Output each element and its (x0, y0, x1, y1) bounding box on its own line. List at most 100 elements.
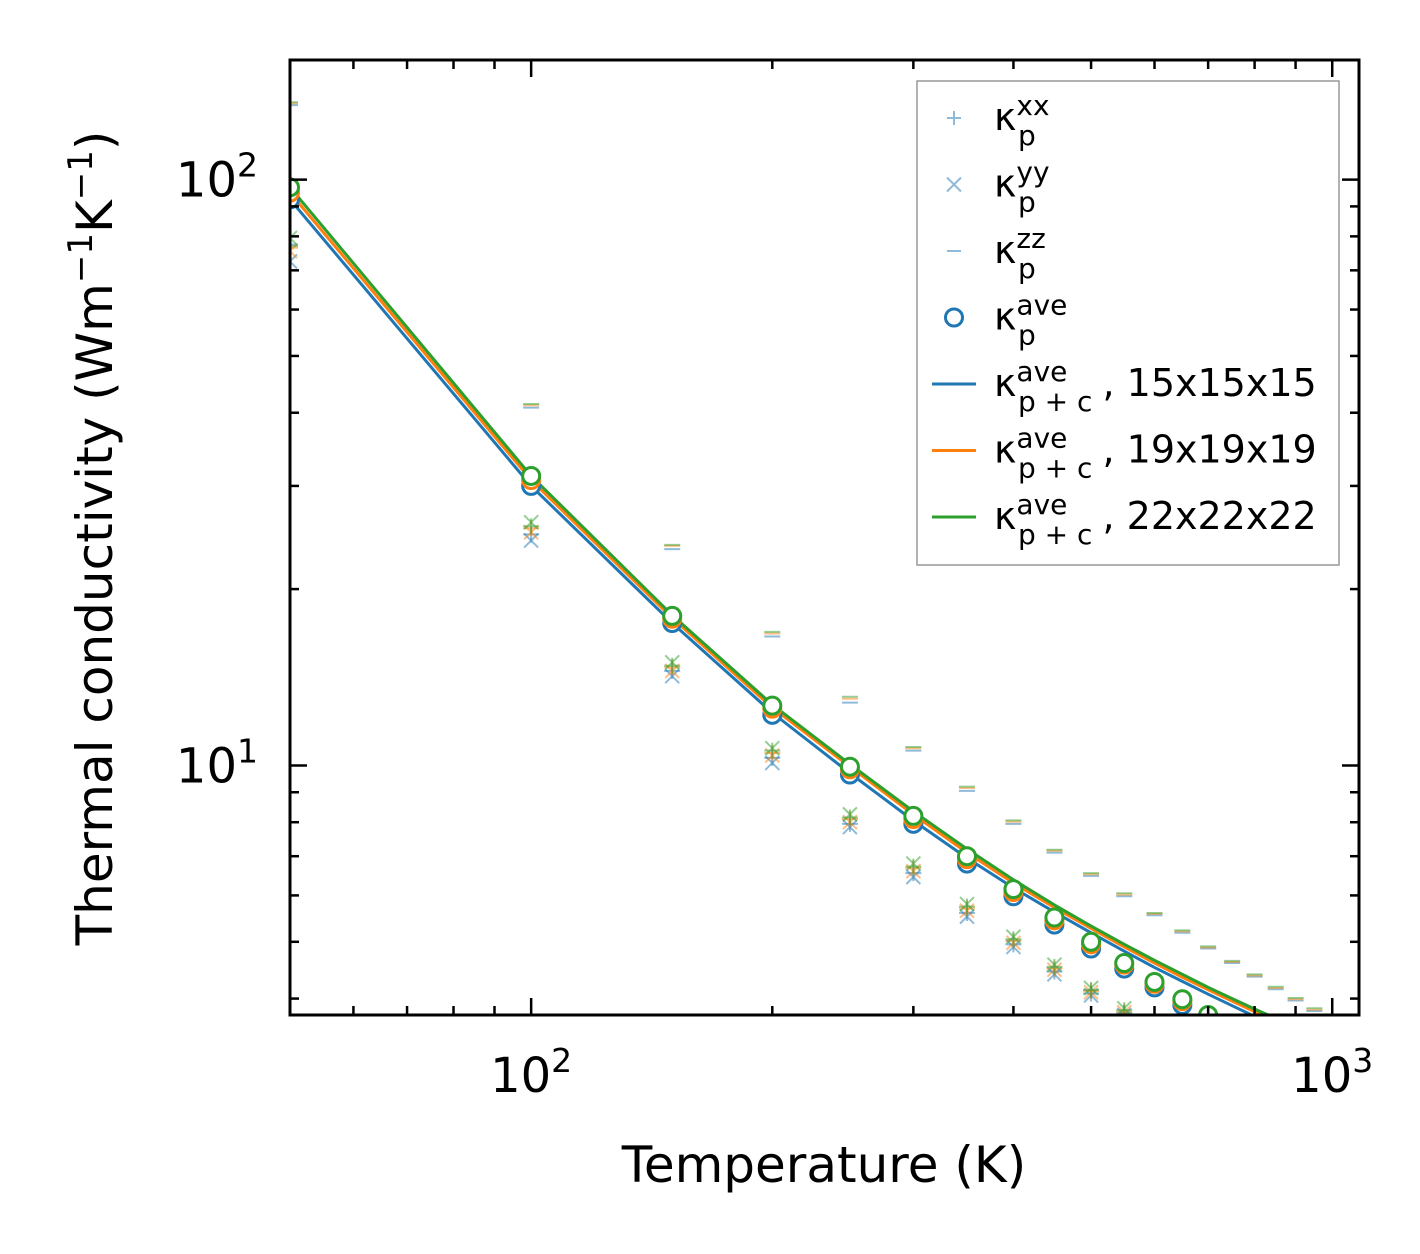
legend-entry: κave p + c , 19x19x19 (932, 422, 1317, 485)
legend-cross-marker (946, 176, 962, 193)
kyy-point (905, 869, 922, 885)
legend-symbol-kappa: κ (994, 428, 1016, 472)
legend-label: κave p + c , 22x22x22 (994, 488, 1317, 551)
kave-point (839, 756, 860, 777)
y-axis-label-sup2: −1 (61, 150, 101, 200)
legend-symbol-kappa: κ (994, 95, 1016, 139)
series-22x22x22-components (290, 101, 1323, 1015)
kave-point (1172, 989, 1193, 1010)
legend-circle-marker (944, 307, 964, 328)
kpc-line-15x15x15 (290, 198, 1256, 1015)
legend-label: κxx p (994, 89, 1050, 152)
legend-subscript: p + c (1018, 518, 1092, 551)
kyy-point (1046, 956, 1063, 973)
y-axis-label-end: ) (66, 131, 124, 151)
kyy-point (764, 755, 781, 771)
kave-point (521, 465, 542, 486)
legend-symbol-kappa: κ (994, 361, 1016, 405)
kxx-point (1116, 1002, 1133, 1015)
y-tick-label-exponent: 2 (237, 146, 258, 185)
kave-point (903, 805, 924, 826)
y-tick-label: 101 (176, 731, 258, 794)
x-tick-label-exponent: 3 (1352, 1041, 1373, 1080)
legend-suffix: , 15x15x15 (1103, 361, 1317, 405)
legend-symbol-kappa: κ (994, 162, 1016, 206)
kxx-point (290, 238, 298, 255)
legend-entry: κzz p (947, 222, 1046, 285)
x-tick-label-base: 10 (1291, 1048, 1352, 1104)
legend-suffix: , 22x22x22 (1103, 494, 1317, 538)
legend-superscript: ave (1016, 289, 1067, 322)
y-tick-label-base: 10 (176, 153, 237, 209)
legend-superscript: ave (1016, 488, 1067, 521)
kave-point (662, 605, 683, 626)
legend-superscript: xx (1016, 89, 1049, 122)
kyy-point (1005, 929, 1022, 945)
kave-point (290, 177, 300, 198)
y-axis-label: Thermal conductivity (Wm−1K−1) (61, 131, 124, 947)
legend-entry: κave p + c , 15x15x15 (932, 355, 1317, 418)
kyy-point (764, 740, 781, 756)
kave-point (1114, 953, 1135, 974)
y-axis-label-sup1: −1 (61, 233, 101, 283)
x-tick-label-base: 10 (490, 1048, 551, 1104)
kxx-point (1046, 958, 1063, 975)
legend-subscript: p (1018, 319, 1036, 352)
legend-label: κzz p (994, 222, 1046, 285)
kyy-point (290, 230, 298, 246)
legend-label: κyy p (994, 156, 1050, 219)
y-axis-label-main: Thermal conductivity (Wm (66, 283, 124, 946)
legend-subscript: p + c (1018, 452, 1092, 485)
legend-superscript: yy (1016, 156, 1049, 189)
kyy-point (523, 514, 539, 531)
legend-subscript: p (1018, 252, 1036, 285)
legend-entry: κave p (944, 289, 1067, 352)
legend-label: κave p + c , 19x19x19 (994, 422, 1317, 485)
kyy-point (664, 654, 680, 670)
kyy-point (959, 908, 975, 925)
legend-entry: κyy p (946, 156, 1050, 219)
legend-superscript: zz (1016, 222, 1045, 255)
legend-subscript: p (1018, 186, 1036, 219)
kave-point (1003, 879, 1024, 900)
x-tick-labels: 102 103 (490, 1041, 1373, 1104)
legend-symbol-kappa: κ (994, 494, 1016, 538)
kxx-point (1005, 931, 1022, 948)
legend-frame (916, 80, 1340, 566)
kyy-point (905, 855, 922, 872)
kpc-line-19x19x19 (290, 191, 1266, 1015)
kyy-point (1083, 980, 1099, 996)
legend-label: κave p + c , 15x15x15 (994, 355, 1317, 418)
legend-subscript: p (1018, 119, 1036, 152)
kyy-point (1116, 1000, 1132, 1015)
y-tick-label: 102 (176, 146, 258, 209)
plot-frame (288, 58, 1361, 1017)
x-axis-label: Temperature (K) (621, 1136, 1026, 1194)
legend-suffix: , 19x19x19 (1103, 428, 1317, 472)
series-22x22x22-average (290, 177, 1219, 1015)
y-axis-label-mid: K (66, 199, 124, 233)
y-tick-label-exponent: 1 (237, 731, 258, 770)
legend-entry: κxx p (947, 89, 1050, 152)
legend-superscript: ave (1016, 422, 1067, 455)
kxx-point (290, 239, 298, 256)
legend-plus-marker (947, 111, 961, 125)
x-tick-label: 103 (1291, 1041, 1373, 1104)
kxx-point (841, 809, 858, 826)
legend-entry: κave p + c , 22x22x22 (932, 488, 1317, 551)
kave-point (956, 846, 977, 867)
x-tick-label-exponent: 2 (551, 1041, 572, 1080)
kave-point (1144, 971, 1165, 992)
x-tick-label: 102 (490, 1041, 572, 1104)
series-layer (290, 101, 1323, 1015)
kyy-point (959, 896, 975, 912)
kxx-point (905, 858, 922, 875)
legend-subscript: p + c (1018, 385, 1092, 418)
y-tick-label-base: 10 (176, 738, 237, 794)
kyy-point (842, 806, 858, 823)
kave-point (762, 695, 783, 716)
kxx-point (1083, 981, 1100, 998)
